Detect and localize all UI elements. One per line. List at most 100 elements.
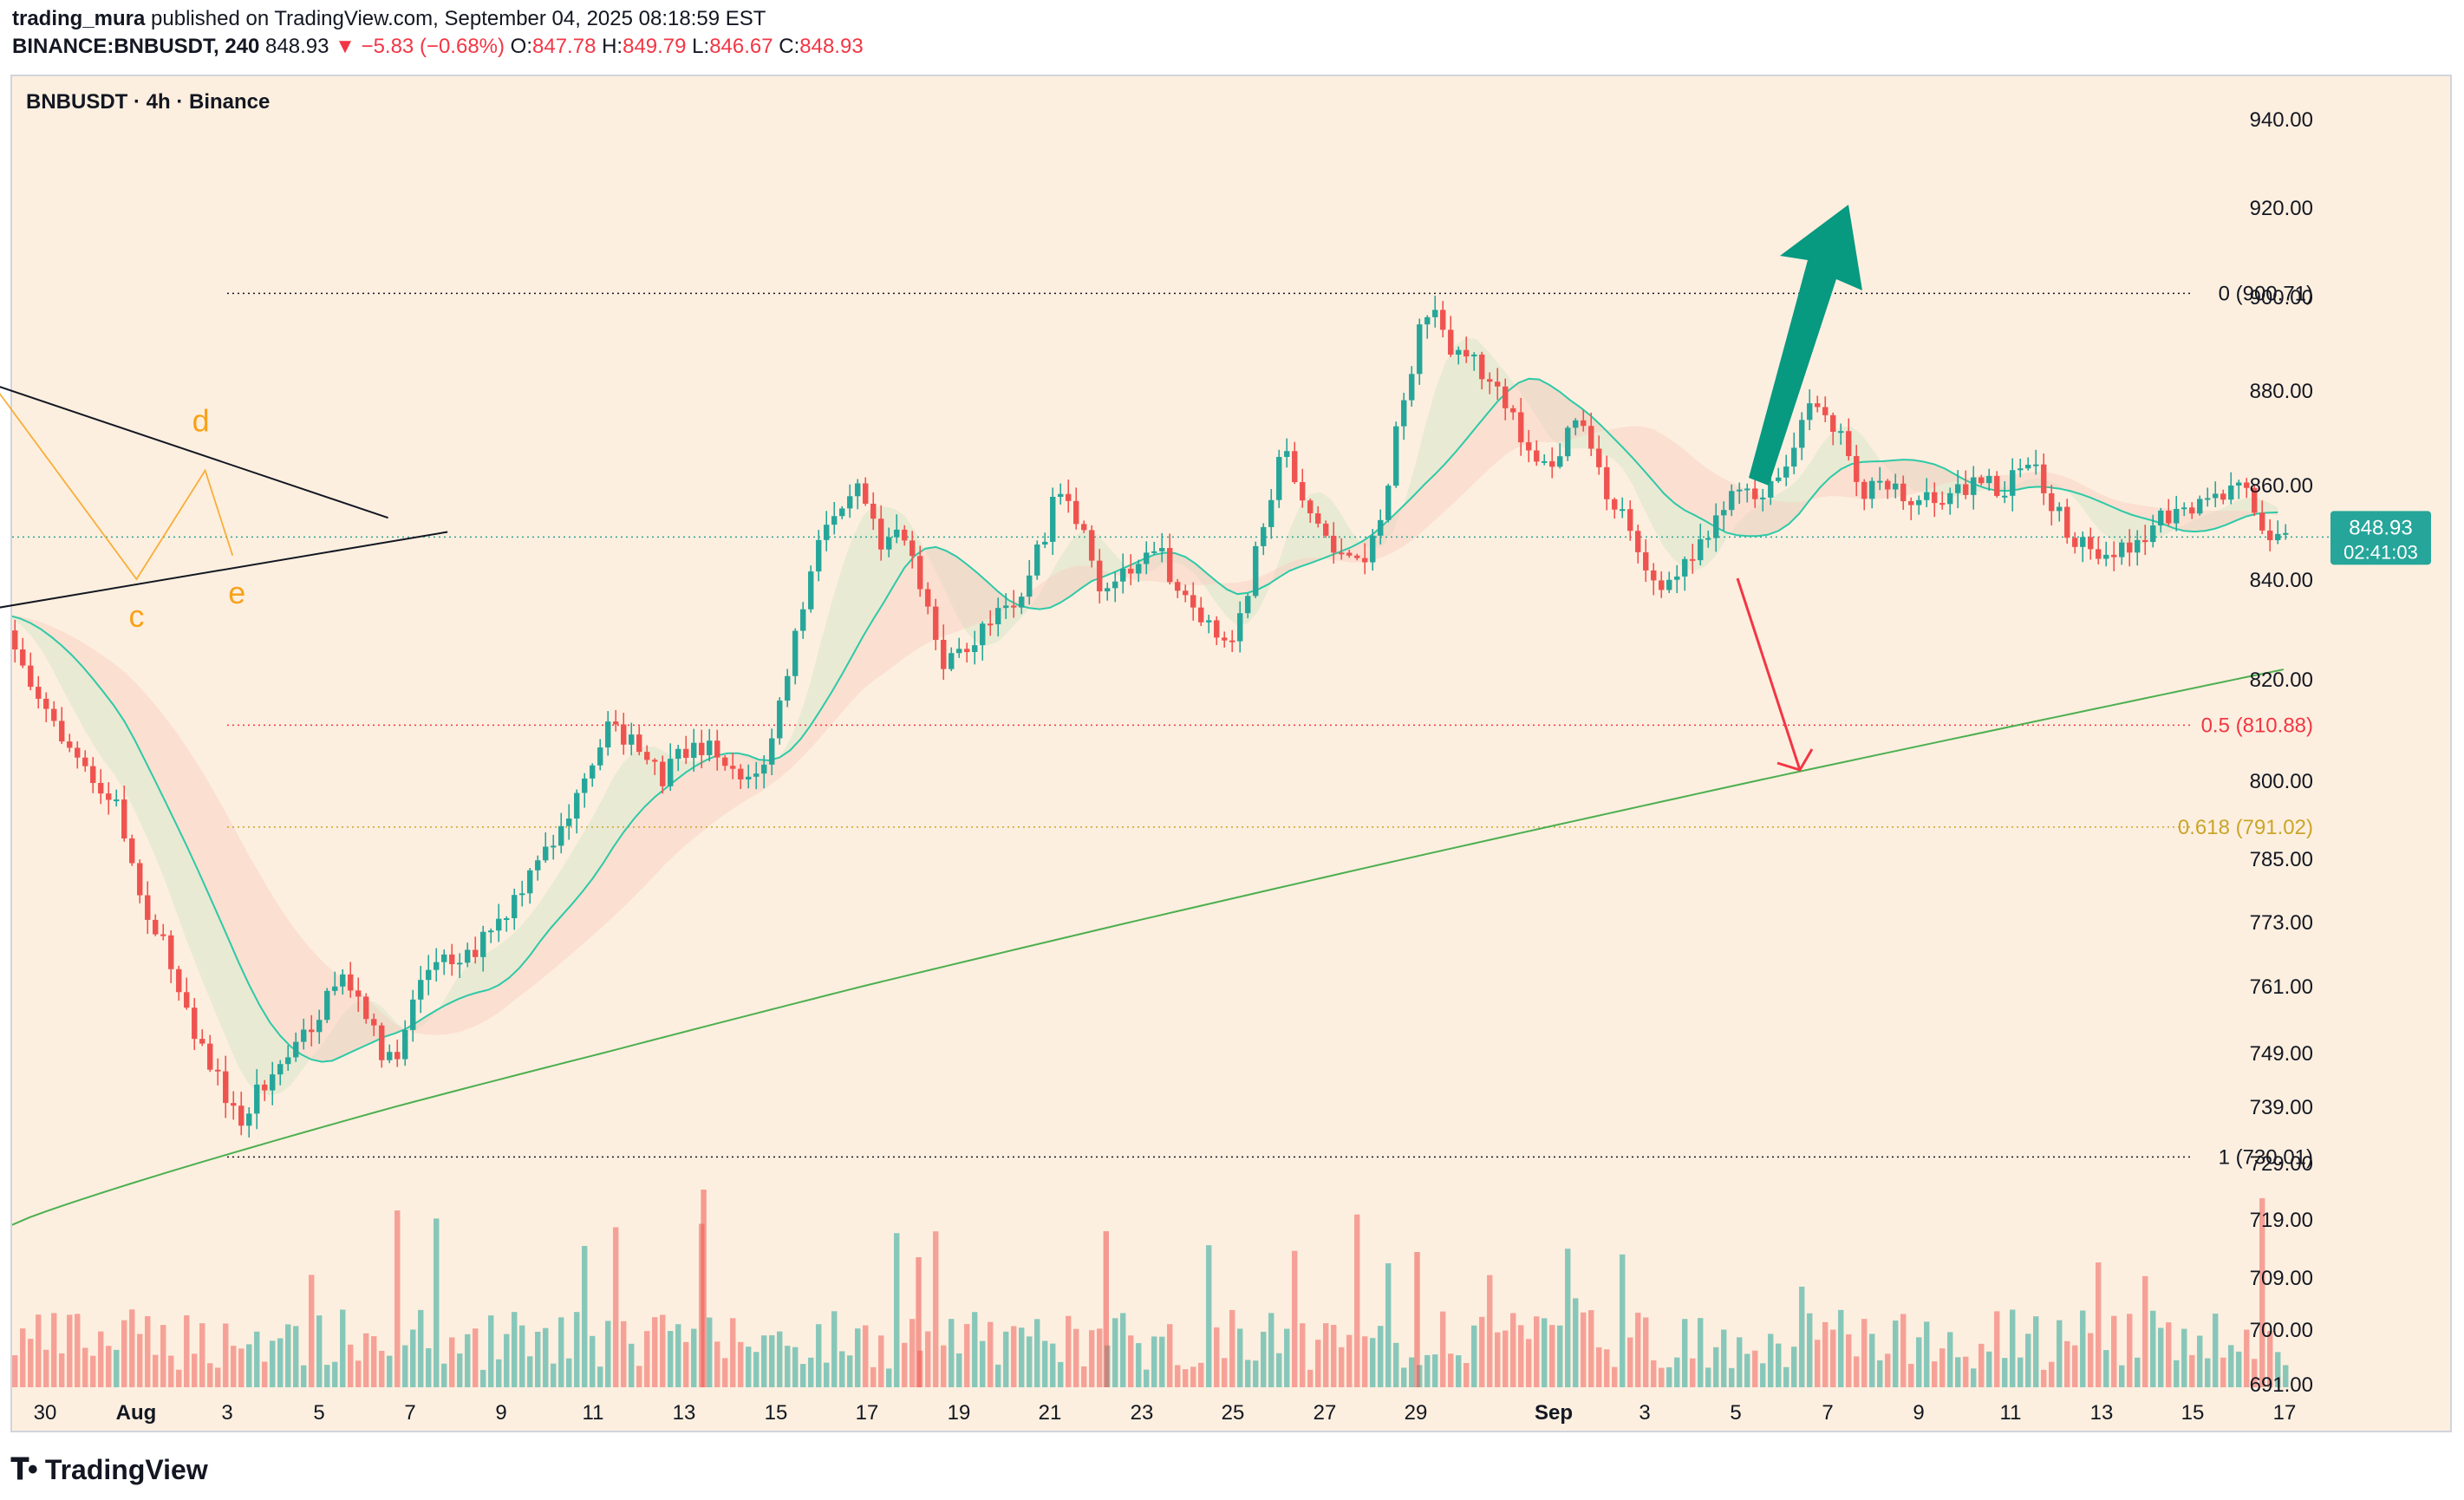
volume-bar — [2103, 1350, 2109, 1387]
volume-bar — [1503, 1330, 1509, 1387]
volume-bar — [1721, 1329, 1727, 1387]
candle-body — [1752, 488, 1758, 499]
volume-bar — [1752, 1350, 1758, 1387]
volume-bar — [496, 1359, 502, 1387]
volume-bar — [114, 1349, 120, 1387]
candle-body — [129, 838, 135, 864]
candle-body — [925, 589, 931, 607]
candle-body — [1807, 403, 1813, 421]
candle-body — [948, 653, 955, 669]
candle-body — [1487, 379, 1493, 382]
volume-bar — [1885, 1353, 1891, 1387]
candle-body — [597, 747, 603, 766]
volume-bar — [355, 1360, 362, 1387]
volume-bar — [1557, 1325, 1563, 1387]
volume-bar — [246, 1344, 252, 1387]
volume-bar — [1565, 1249, 1571, 1387]
close-value: 848.93 — [799, 35, 864, 58]
candle-body — [199, 1039, 205, 1044]
candle-body — [1643, 551, 1649, 571]
chart-frame[interactable] — [10, 75, 2452, 1432]
candle-body — [1549, 460, 1555, 467]
volume-bar — [2259, 1197, 2265, 1387]
volume-bar — [1159, 1336, 1165, 1387]
volume-bar — [1666, 1366, 1672, 1387]
volume-bar — [2166, 1322, 2172, 1387]
fib-levels: 0 (900.71) 0.5 (810.88) 0.618 (791.02) 1 (7… — [12, 282, 2336, 1169]
volume-bar — [847, 1355, 853, 1387]
candle-body — [1253, 545, 1259, 597]
volume-bar — [527, 1356, 533, 1387]
candle-body — [1760, 497, 1766, 499]
candle-body — [1456, 349, 1462, 355]
volume-bar — [1627, 1337, 1633, 1387]
candle-body — [1581, 420, 1587, 427]
candle-body — [1370, 535, 1376, 563]
candle-body — [36, 687, 42, 699]
candle-body — [738, 768, 744, 779]
candle-body — [1674, 576, 1680, 580]
fib-level-label: 0 (900.71) — [2219, 282, 2313, 305]
triangle-upper-line — [0, 386, 388, 519]
candle-body — [316, 1020, 323, 1033]
candle-body — [878, 518, 884, 550]
candle-body — [2259, 512, 2265, 531]
volume-bar — [761, 1335, 767, 1387]
volume-bar — [1822, 1321, 1828, 1387]
volume-bar — [75, 1314, 81, 1387]
open-label: O: — [510, 35, 533, 58]
candle-body — [1815, 403, 1821, 408]
volume-bar — [1846, 1334, 1852, 1387]
volume-bar — [121, 1320, 127, 1387]
candle-body — [2174, 508, 2180, 524]
price-tick-label: 900.00 — [2250, 286, 2313, 310]
price-axis[interactable]: 940.00 920.00 900.00 880.00 860.00 840.00 820.… — [2250, 108, 2313, 1397]
volume-bar — [512, 1312, 518, 1387]
volume-bar — [285, 1324, 291, 1387]
candle-body — [332, 986, 338, 991]
candle-body — [43, 698, 49, 709]
candle-body — [2088, 537, 2094, 550]
volume-bar — [1253, 1360, 1259, 1387]
time-axis[interactable]: 30 Aug 3 5 7 9 11 13 15 17 19 21 23 25 27 29 Sep 3 5 7 9 11 13… — [34, 1401, 2297, 1425]
volume-bar — [1081, 1366, 1087, 1387]
candle-body — [67, 741, 73, 748]
candle-body — [1526, 442, 1532, 451]
volume-bar — [1261, 1331, 1267, 1387]
time-tick-label: Aug — [116, 1401, 157, 1425]
fib-level-label: 0.618 (791.02) — [2178, 816, 2313, 839]
volume-bar — [1050, 1343, 1056, 1387]
candle-body — [59, 721, 65, 742]
candle-body — [2267, 530, 2273, 541]
time-tick-label: 3 — [1639, 1401, 1650, 1425]
ohlc-bar: BINANCE:BNBUSDT, 240 848.93 ▼ −5.83 (−0.… — [12, 35, 864, 59]
candle-body — [184, 992, 190, 1008]
volume-bar — [254, 1331, 260, 1387]
candle-body — [792, 630, 799, 676]
volume-bar — [1877, 1360, 1883, 1387]
time-tick-label: 13 — [2090, 1401, 2114, 1425]
price-tick-label: 749.00 — [2250, 1042, 2313, 1066]
volume-bar — [1042, 1340, 1048, 1387]
volume-bar — [1268, 1313, 1274, 1387]
volume-bar — [933, 1231, 939, 1387]
volume-bar — [792, 1347, 799, 1387]
price-tick-label: 700.00 — [2250, 1319, 2313, 1342]
volume-bar — [2041, 1369, 2047, 1387]
candle-body — [1167, 548, 1173, 583]
time-tick-label: 17 — [2273, 1401, 2297, 1425]
volume-bar — [441, 1363, 447, 1387]
candle-body — [2166, 510, 2172, 524]
candle-body — [941, 639, 947, 669]
volume-bar — [2017, 1357, 2024, 1387]
volume-bar — [410, 1329, 416, 1387]
candle-body — [1097, 560, 1103, 592]
volume-bar — [701, 1190, 707, 1387]
volume-bar — [1776, 1343, 1782, 1387]
candle-body — [605, 721, 611, 748]
volume-bar — [1674, 1357, 1680, 1387]
candle-body — [1838, 431, 1844, 434]
open-value: 847.78 — [532, 35, 596, 58]
time-tick-label: 5 — [313, 1401, 324, 1425]
